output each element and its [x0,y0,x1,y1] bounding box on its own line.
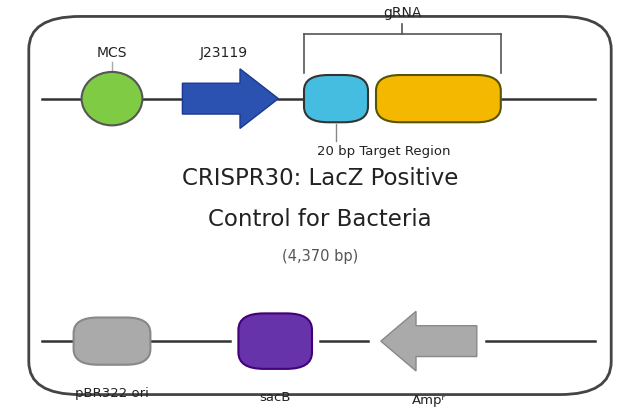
Text: gRNA: gRNA [383,5,422,19]
Ellipse shape [82,72,143,125]
Text: (4,370 bp): (4,370 bp) [282,249,358,264]
Text: 20 bp Target Region: 20 bp Target Region [317,145,451,158]
FancyBboxPatch shape [74,317,150,365]
Text: Ampʳ: Ampʳ [412,394,446,406]
Text: J23119: J23119 [200,46,248,60]
FancyBboxPatch shape [304,75,368,122]
Text: pBR322 ori: pBR322 ori [75,387,149,400]
FancyBboxPatch shape [239,313,312,369]
FancyArrow shape [182,69,278,128]
FancyArrow shape [381,312,477,371]
Text: MCS: MCS [97,46,127,60]
Text: sacB: sacB [259,391,291,404]
Text: CRISPR30: LacZ Positive: CRISPR30: LacZ Positive [182,167,458,190]
FancyBboxPatch shape [376,75,500,122]
Text: Control for Bacteria: Control for Bacteria [208,208,432,231]
FancyBboxPatch shape [29,16,611,395]
